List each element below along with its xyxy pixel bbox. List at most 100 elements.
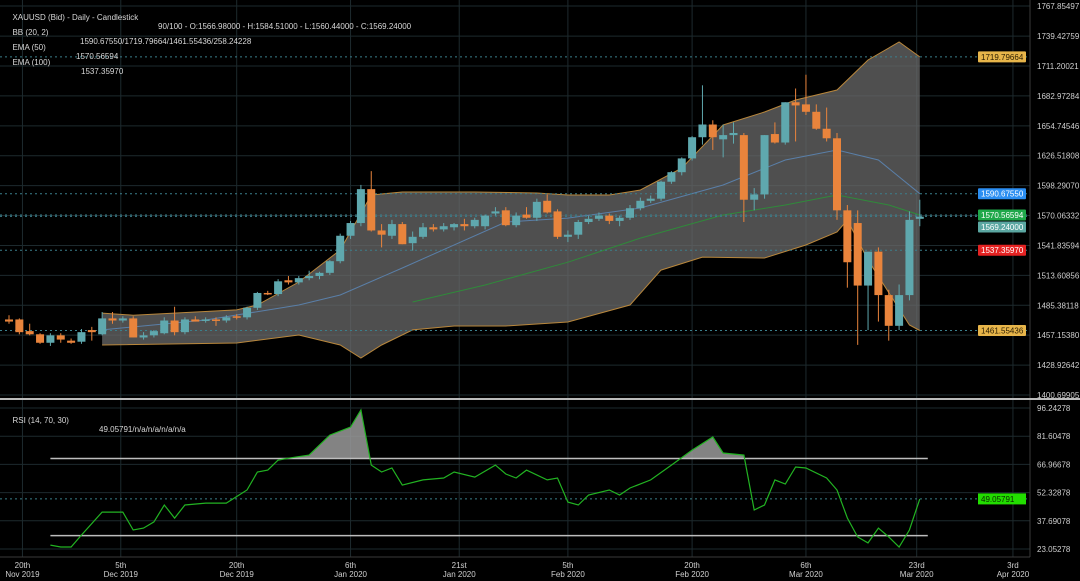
price-badge-label: 1719.79664 (981, 53, 1024, 62)
candle-body (5, 319, 13, 322)
price-badge (978, 325, 1026, 337)
candle-body (553, 211, 562, 237)
candle (398, 221, 407, 245)
date-tick-label: Dec 2019 (104, 570, 139, 579)
ema50-label: EMA (50) (12, 43, 46, 52)
candle (429, 224, 438, 232)
candle-body (87, 330, 96, 333)
date-tick-label: 5th (562, 561, 573, 570)
candle-body (864, 251, 873, 286)
candle (139, 332, 148, 340)
candle-body (781, 102, 790, 143)
candle-body (25, 331, 34, 335)
candle-body (67, 340, 76, 343)
candle-body (770, 134, 779, 143)
candle-body (853, 223, 862, 286)
candle (356, 184, 365, 227)
price-badge-label: 1569.24000 (981, 223, 1024, 232)
candle (646, 195, 655, 203)
candle-body (429, 227, 438, 230)
price-badge (978, 209, 1026, 221)
candle-body (532, 201, 541, 218)
candle-body (812, 111, 821, 129)
candle-body (408, 236, 417, 244)
candle (853, 210, 862, 345)
candle (25, 323, 34, 336)
candle-body (325, 261, 334, 273)
candle-body (822, 128, 831, 139)
candle (594, 212, 603, 221)
price-badge (978, 244, 1026, 256)
candle (688, 136, 697, 161)
candle (56, 333, 65, 343)
rsi-tick-label: 52.32878 (1037, 489, 1071, 498)
price-badge (978, 188, 1026, 200)
date-tick-label: Jan 2020 (334, 570, 367, 579)
candle (274, 279, 283, 297)
price-tick-label: 1598.29070 (1037, 182, 1080, 191)
date-tick-label: 20th (684, 561, 700, 570)
candle (387, 219, 396, 239)
rsi-tick-label: 96.24278 (1037, 404, 1071, 413)
candle (770, 122, 779, 144)
price-tick-label: 1428.92642 (1037, 361, 1080, 370)
candle (563, 230, 572, 243)
candle-body (129, 318, 138, 338)
candle (77, 328, 86, 344)
price-tick-label: 1654.74546 (1037, 122, 1080, 131)
date-tick-label: Jan 2020 (443, 570, 476, 579)
candle (5, 315, 13, 324)
candle (36, 333, 45, 344)
candle-body (657, 181, 666, 199)
date-tick-label: 6th (800, 561, 811, 570)
bollinger-band-fill (102, 42, 920, 358)
candle-body (884, 295, 893, 326)
candle (698, 85, 707, 145)
price-tick-label: 1570.06332 (1037, 212, 1080, 221)
candle (315, 271, 324, 280)
candle-body (98, 318, 107, 335)
candle (367, 171, 376, 232)
candle-body (118, 318, 127, 321)
date-tick-label: Feb 2020 (551, 570, 585, 579)
candle (191, 316, 200, 322)
candle (305, 270, 314, 281)
candle (501, 207, 510, 227)
legend-title-row: XAUUSD (Bid) - Daily - Candlestick 90/10… (8, 4, 411, 31)
candle (874, 247, 883, 322)
rsi-overbought-fill (50, 410, 920, 459)
candle (822, 107, 831, 142)
candle (843, 205, 852, 288)
candle-body (584, 218, 593, 222)
candle (584, 215, 593, 225)
candle-body (677, 158, 686, 173)
candle-body (253, 292, 262, 308)
candle (574, 219, 583, 239)
price-badge (978, 221, 1026, 233)
rsi-line (50, 408, 921, 548)
candle (253, 291, 262, 310)
candle-body (398, 224, 407, 245)
candle (781, 102, 790, 145)
price-tick-label: 1485.38118 (1037, 301, 1079, 310)
candle (336, 233, 345, 264)
candle (450, 223, 459, 231)
candle-body (387, 224, 396, 236)
legend-ema100-row: EMA (100) 1537.35970 (8, 49, 123, 76)
candle-body (36, 334, 45, 343)
candle-body (605, 215, 614, 221)
candle-body (874, 251, 883, 296)
candle (46, 333, 55, 346)
candle (636, 197, 645, 211)
date-tick-label: 6th (345, 561, 356, 570)
candle-body (698, 124, 707, 138)
candle (439, 223, 448, 232)
candle-body (739, 135, 748, 200)
price-badge-label: 1461.55436 (981, 327, 1024, 336)
candle (294, 276, 303, 285)
candle-body (708, 124, 717, 138)
candle (812, 104, 821, 130)
candle-body (15, 319, 24, 333)
date-tick-label: Feb 2020 (675, 570, 709, 579)
